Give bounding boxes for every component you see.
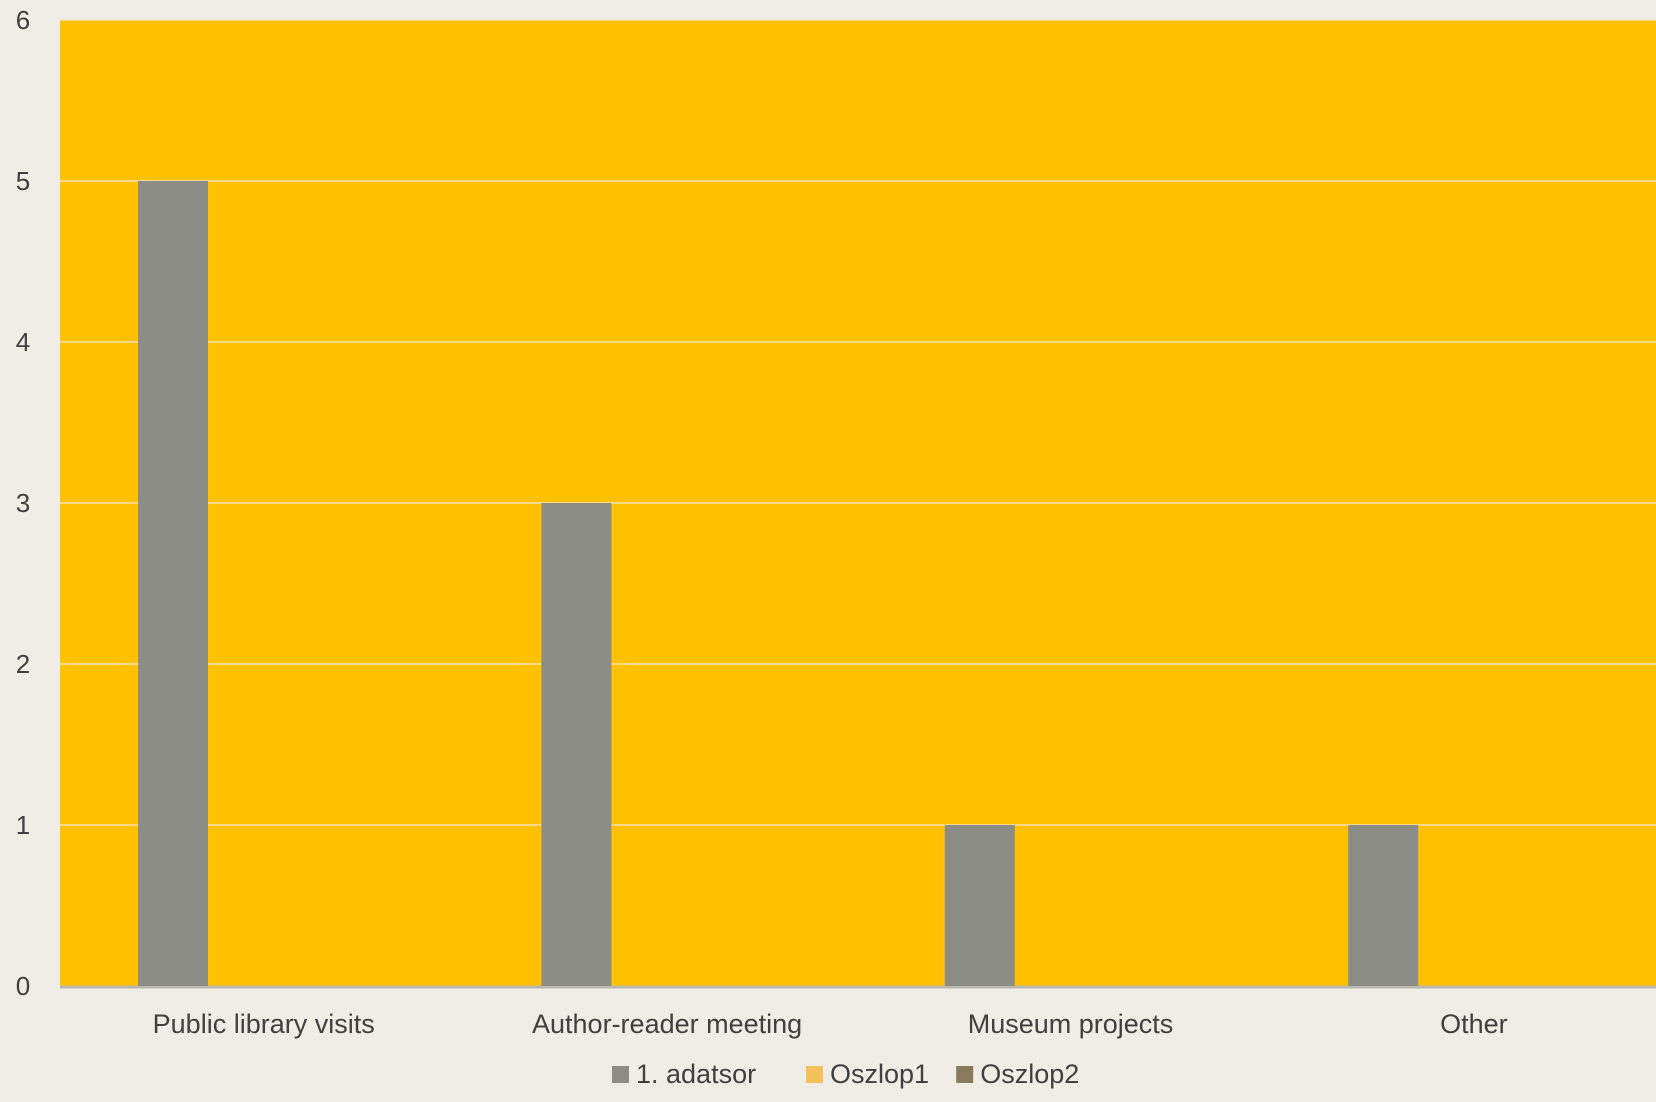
y-tick-label: 1 [16,810,30,840]
y-tick-label: 2 [16,649,30,679]
category-label: Other [1440,1009,1508,1039]
bar [944,825,1015,986]
y-tick-label: 4 [16,327,30,357]
legend-swatch [612,1066,629,1083]
category-label: Author-reader meeting [532,1009,802,1039]
legend-label: Oszlop1 [830,1059,929,1089]
category-label: Public library visits [153,1009,375,1039]
y-tick-label: 5 [16,166,30,196]
bar [1348,825,1419,986]
y-tick-label: 3 [16,488,30,518]
legend-label: Oszlop2 [980,1059,1079,1089]
y-tick-label: 6 [16,5,30,35]
legend-swatch [956,1066,974,1083]
legend-label: 1. adatsor [636,1059,756,1089]
legend-swatch [806,1066,823,1083]
y-tick-label: 0 [16,971,30,1001]
bar [138,181,208,986]
category-label: Museum projects [968,1009,1174,1039]
bar [541,503,612,986]
